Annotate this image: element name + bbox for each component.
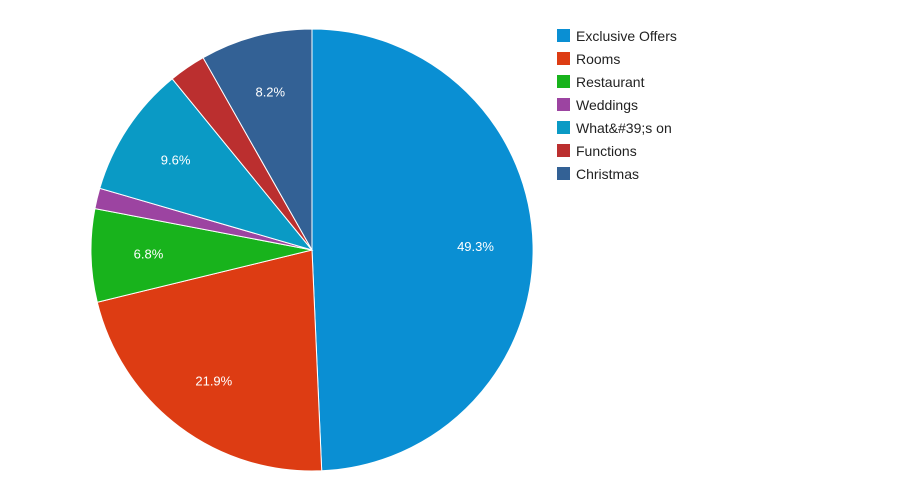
legend-item-rooms[interactable]: Rooms: [557, 47, 677, 70]
legend-label: Weddings: [576, 96, 639, 113]
legend-label: What&#39;s on: [576, 119, 672, 136]
pie-label-exclusive-offers: 49.3%: [457, 239, 494, 254]
legend-label: Exclusive Offers: [576, 27, 677, 44]
legend-item-exclusive-offers[interactable]: Exclusive Offers: [557, 24, 677, 47]
pie-slice-exclusive-offers[interactable]: [311, 28, 534, 472]
legend-label: Christmas: [576, 165, 640, 182]
legend-item-restaurant[interactable]: Restaurant: [557, 70, 677, 93]
pie-label-rooms: 21.9%: [195, 373, 232, 388]
pie-slice-what-39-s-on[interactable]: [99, 78, 314, 251]
legend-swatch: [557, 144, 570, 157]
legend-item-functions[interactable]: Functions: [557, 139, 677, 162]
legend-swatch: [557, 52, 570, 65]
legend-item-weddings[interactable]: Weddings: [557, 93, 677, 116]
pie-slice-christmas[interactable]: [202, 28, 313, 252]
legend-label: Functions: [576, 142, 637, 159]
pie-slices: [90, 28, 534, 472]
legend-swatch: [557, 167, 570, 180]
pie-slice-rooms[interactable]: [96, 249, 323, 472]
pie-label-what-39-s-on: 9.6%: [161, 152, 191, 167]
legend-item-christmas[interactable]: Christmas: [557, 162, 677, 185]
legend-swatch: [557, 98, 570, 111]
legend-swatch: [557, 29, 570, 42]
pie-label-restaurant: 6.8%: [134, 247, 164, 262]
legend-swatch: [557, 75, 570, 88]
legend-item-what-39-s-on[interactable]: What&#39;s on: [557, 116, 677, 139]
legend-label: Restaurant: [576, 73, 645, 90]
legend-label: Rooms: [576, 50, 621, 67]
legend: Exclusive Offers Rooms Restaurant Weddings W…: [557, 24, 677, 185]
pie-labels: 49.3% 21.9% 6.8% 9.6% 8.2%: [134, 84, 495, 388]
legend-swatch: [557, 121, 570, 134]
pie-label-christmas: 8.2%: [255, 84, 285, 99]
